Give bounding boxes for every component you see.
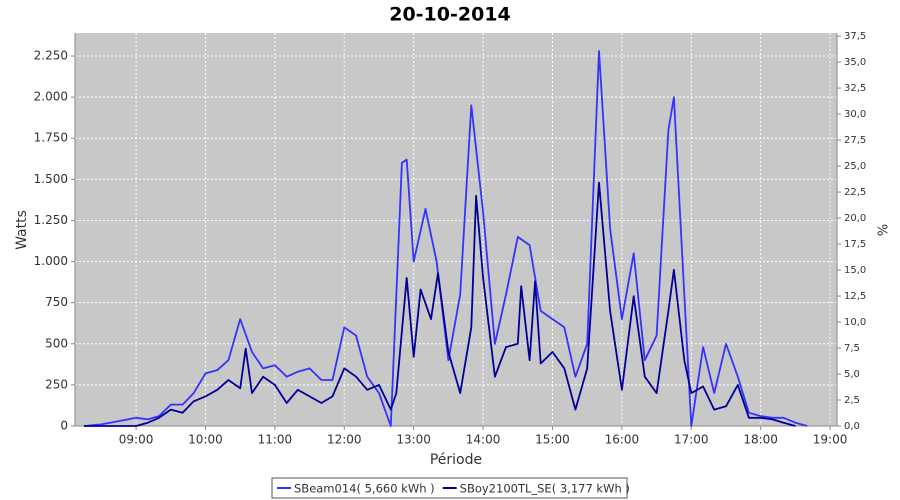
y2-tick-label: 12,5 bbox=[844, 291, 866, 302]
x-tick-label: 16:00 bbox=[605, 433, 640, 447]
legend-label: SBoy2100TL_SE( 3,177 kWh ) bbox=[460, 482, 630, 496]
y2-tick-label: 25,0 bbox=[844, 161, 866, 172]
y-tick-label: 750 bbox=[45, 295, 68, 309]
y2-tick-label: 2,5 bbox=[844, 395, 860, 406]
y-tick-label: 2.000 bbox=[34, 90, 68, 104]
y-tick-label: 1.250 bbox=[34, 213, 68, 227]
y-tick-label: 250 bbox=[45, 377, 68, 391]
x-tick-label: 18:00 bbox=[743, 433, 778, 447]
y-tick-label: 1.750 bbox=[34, 131, 68, 145]
y2-tick-label: 35,0 bbox=[844, 57, 866, 68]
series-line bbox=[83, 50, 808, 427]
x-axis-label: Période bbox=[430, 452, 482, 468]
x-tick-label: 11:00 bbox=[258, 433, 293, 447]
x-tick-label: 09:00 bbox=[119, 433, 154, 447]
y-tick-label: 2.250 bbox=[34, 49, 68, 63]
plot-area bbox=[75, 33, 837, 426]
y-axis-label: Watts bbox=[14, 210, 30, 250]
x-tick-label: 14:00 bbox=[466, 433, 501, 447]
y2-tick-label: 30,0 bbox=[844, 109, 866, 120]
legend-label: SBeam014( 5,660 kWh ) bbox=[294, 482, 435, 496]
y2-axis-label: % bbox=[874, 224, 889, 236]
y2-tick-label: 0,0 bbox=[844, 421, 860, 432]
y2-tick-label: 22,5 bbox=[844, 187, 866, 198]
y2-tick-label: 5,0 bbox=[844, 369, 860, 380]
y2-tick-label: 20,0 bbox=[844, 213, 866, 224]
y-tick-label: 0 bbox=[60, 419, 68, 433]
x-tick-label: 15:00 bbox=[535, 433, 570, 447]
x-tick-label: 13:00 bbox=[396, 433, 431, 447]
y2-tick-label: 27,5 bbox=[844, 135, 866, 146]
y2-tick-label: 37,5 bbox=[844, 31, 866, 42]
y-tick-label: 1.000 bbox=[34, 254, 68, 268]
y2-tick-label: 10,0 bbox=[844, 317, 866, 328]
y2-tick-label: 17,5 bbox=[844, 239, 866, 250]
y2-tick-label: 7,5 bbox=[844, 343, 860, 354]
y2-tick-label: 15,0 bbox=[844, 265, 866, 276]
x-tick-label: 10:00 bbox=[188, 433, 223, 447]
x-tick-label: 19:00 bbox=[813, 433, 848, 447]
y-tick-label: 500 bbox=[45, 336, 68, 350]
series-line bbox=[84, 181, 796, 427]
y2-tick-label: 32,5 bbox=[844, 83, 866, 94]
x-tick-label: 12:00 bbox=[327, 433, 362, 447]
y-tick-label: 1.500 bbox=[34, 172, 68, 186]
x-tick-label: 17:00 bbox=[674, 433, 709, 447]
chart-title: 20-10-2014 bbox=[389, 4, 511, 26]
